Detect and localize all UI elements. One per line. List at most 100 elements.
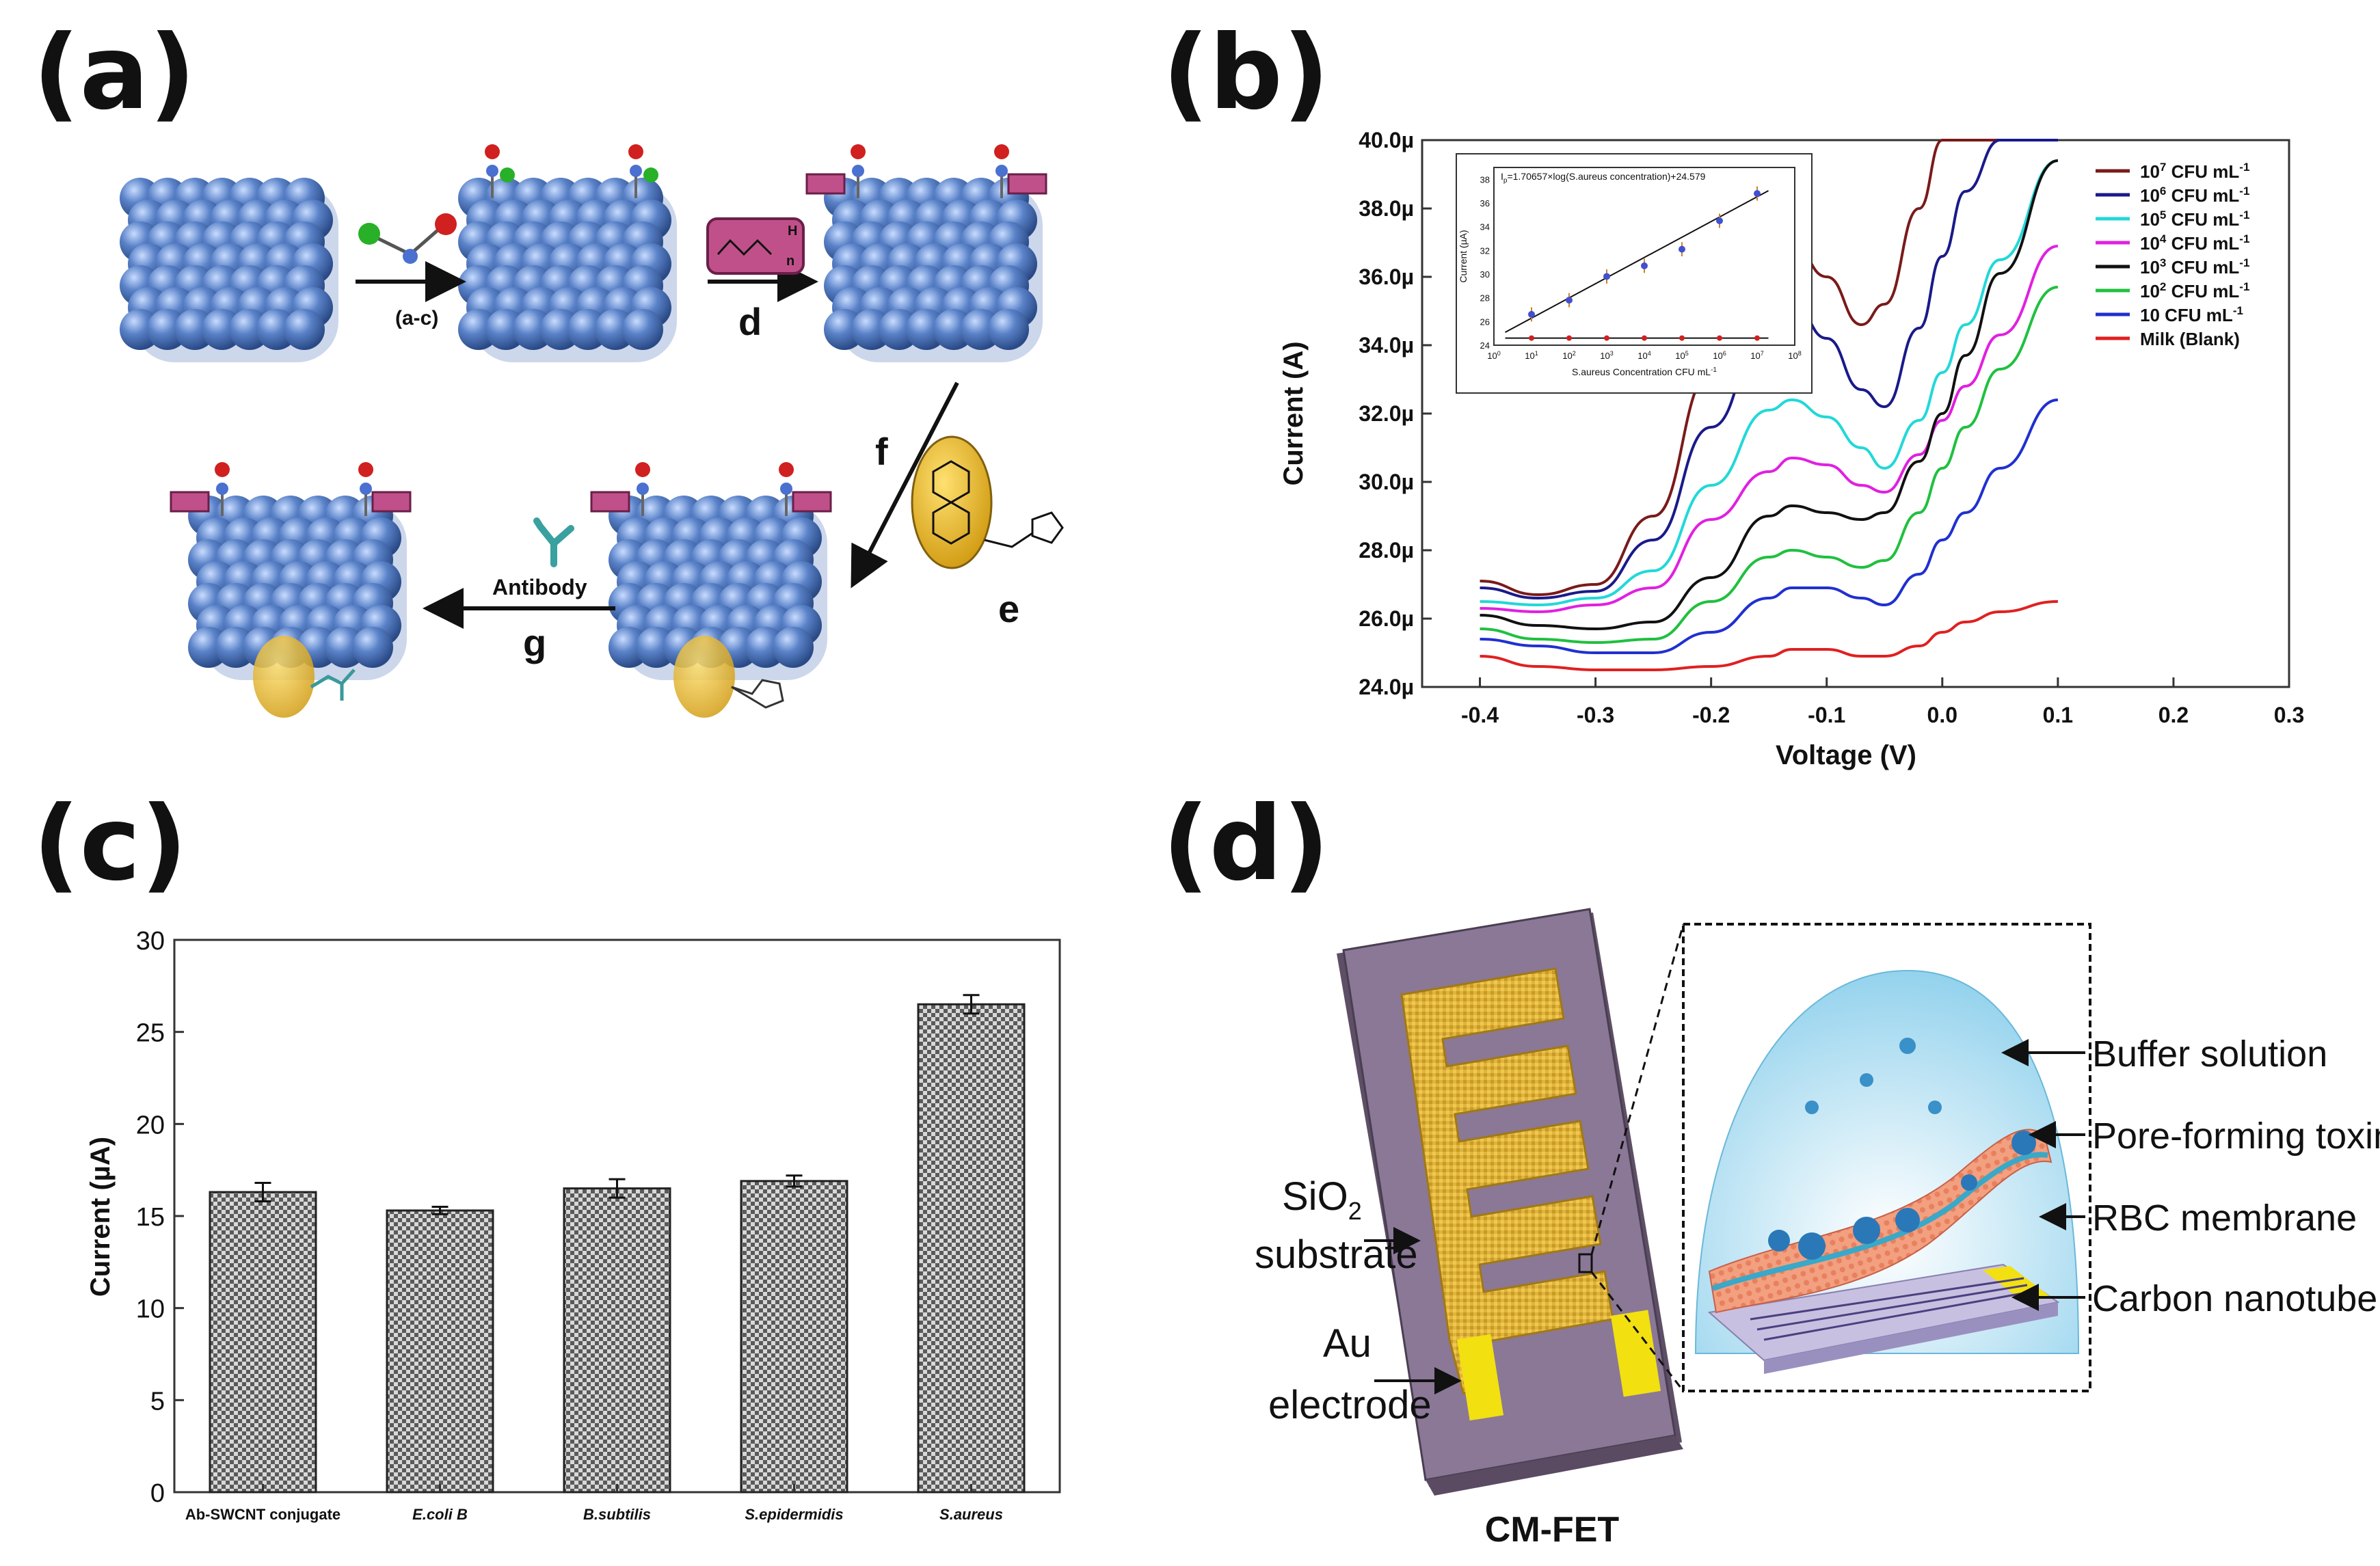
inset-blank-point xyxy=(1529,335,1534,341)
peg-subscript: n xyxy=(786,254,794,269)
chart-b-ytick-label: 32.0µ xyxy=(1359,401,1414,426)
chart-b-legend-label: Milk (Blank) xyxy=(2140,329,2240,349)
chart-b-legend-label: 102 CFU mL-1 xyxy=(2140,280,2249,301)
label-rbc-membrane: RBC membrane xyxy=(2092,1198,2357,1239)
inset-blank-point xyxy=(1642,335,1647,341)
step-g-label: g xyxy=(523,621,546,664)
chart-c-bar-3 xyxy=(740,1180,848,1494)
inset-xtick-label: 106 xyxy=(1713,350,1726,361)
chart-b-xtick-label: 0.1 xyxy=(2043,703,2073,727)
chart-b-xtick-label: -0.3 xyxy=(1577,703,1614,727)
chart-b-legend-label: 105 CFU mL-1 xyxy=(2140,208,2249,230)
chart-c-ytick-label: 25 xyxy=(136,1019,165,1048)
inset-blank-point xyxy=(1679,335,1685,341)
carboxyl-group-icon xyxy=(485,144,515,198)
step-f-label: f xyxy=(875,430,888,473)
chart-b-series-line-7 xyxy=(1480,600,2058,672)
succinimide-icon xyxy=(1031,511,1064,544)
inset-point xyxy=(1603,273,1610,280)
chart-c: 0 5 10 15 20 25 30 Ab-SWCNT conjugate E.coli B B… xyxy=(85,927,1061,1523)
chart-b: -0.4 -0.3 -0.2 -0.1 0.0 0.1 0.2 0.3 24.0µ 26.0µ 28… xyxy=(1279,128,2304,770)
label-pore-forming-toxin: Pore-forming toxin xyxy=(2092,1116,2380,1157)
panel-a-arrows: (a-c) d f e g Antibody n H xyxy=(356,213,1064,664)
chart-c-category-label: B.subtilis xyxy=(583,1506,651,1523)
carboxyl-group-icon xyxy=(779,462,794,516)
label-electrode: electrode xyxy=(1268,1383,1432,1427)
panel-d-diagram: Buffer solution Pore-forming toxin RBC m… xyxy=(1255,908,2380,1550)
antibody-reagent-icon xyxy=(533,517,574,567)
chart-c-bar-1 xyxy=(386,1209,494,1494)
inset-point xyxy=(1679,245,1685,253)
zoom-line-top xyxy=(1590,923,1685,1255)
label-buffer-solution: Buffer solution xyxy=(2092,1034,2327,1075)
inset-ytick-label: 34 xyxy=(1480,222,1490,232)
chart-b-series-line-3 xyxy=(1480,245,2059,614)
chart-b-legend-label: 106 CFU mL-1 xyxy=(2140,185,2249,206)
peg-block-icon xyxy=(371,491,412,513)
peg-reagent-box xyxy=(706,217,805,275)
inset-blank-point xyxy=(1604,335,1609,341)
chart-b-legend-label: 107 CFU mL-1 xyxy=(2140,161,2249,182)
peg-block-icon xyxy=(792,491,832,513)
chart-c-ytick-label: 10 xyxy=(136,1295,165,1324)
chart-c-category-label: S.aureus xyxy=(939,1506,1003,1523)
nhs-ester-icon xyxy=(731,679,784,709)
inset-xtick-label: 101 xyxy=(1525,350,1538,361)
inset-xtick-label: 107 xyxy=(1750,350,1763,361)
peg-chain-icon xyxy=(717,239,773,256)
inset-xtick-label: 105 xyxy=(1675,350,1688,361)
chart-b-ytick-label: 38.0µ xyxy=(1359,196,1414,221)
carbon-nanotube-lines xyxy=(1750,1277,2031,1341)
chart-b-ytick-label: 34.0µ xyxy=(1359,333,1414,357)
inset-point xyxy=(1716,217,1723,224)
cnt-bundle-1 xyxy=(120,178,338,362)
panel-label-b: (b) xyxy=(1162,14,1330,133)
chart-b-ylabel: Current (A) xyxy=(1279,341,1309,485)
inset-point xyxy=(1566,297,1573,304)
chart-c-category-label: Ab-SWCNT conjugate xyxy=(185,1506,340,1523)
inset-blank-point xyxy=(1754,335,1760,341)
cnt-atom xyxy=(622,309,663,350)
chart-b-legend-label: 104 CFU mL-1 xyxy=(2140,232,2249,254)
chip-edge xyxy=(1426,1435,1683,1496)
chart-b-xtick-label: -0.4 xyxy=(1461,703,1499,727)
chart-b-ytick-label: 36.0µ xyxy=(1359,265,1414,289)
inset-xtick-label: 108 xyxy=(1788,350,1801,361)
carboxyl-group-icon xyxy=(994,144,1009,198)
inset-ytick-label: 26 xyxy=(1480,316,1490,327)
au-electrode-right xyxy=(1610,1310,1661,1397)
inset-xtick-label: 103 xyxy=(1600,350,1613,361)
inset-ytick-label: 32 xyxy=(1480,245,1490,256)
peg-h: H xyxy=(788,224,797,239)
inset-xlabel: S.aureus Concentration CFU mL-1 xyxy=(1572,366,1717,377)
inset-xtick-label: 102 xyxy=(1562,350,1575,361)
zoom-line-bottom xyxy=(1590,1271,1685,1392)
cnt-atom xyxy=(352,627,393,668)
chart-b-ytick-label: 28.0µ xyxy=(1359,538,1414,563)
inset-point xyxy=(1754,190,1761,198)
inset-ytick-label: 30 xyxy=(1480,269,1490,280)
pyrene-rings-icon xyxy=(932,460,970,545)
chart-c-category-label: E.coli B xyxy=(412,1506,468,1523)
label-sio2: SiO2 xyxy=(1282,1174,1362,1225)
label-au: Au xyxy=(1323,1321,1372,1366)
rbc-membrane-core xyxy=(1711,1152,2048,1291)
zoom-substrate-edge xyxy=(1764,1302,2058,1374)
peg-block-icon xyxy=(590,491,630,513)
chart-c-ytick-label: 5 xyxy=(150,1387,165,1416)
chart-b-series-line-2 xyxy=(1480,159,2059,607)
panel-label-a: (a) xyxy=(33,14,196,133)
pore-forming-toxins xyxy=(1768,1038,2036,1260)
inset-fit-line xyxy=(1505,190,1769,333)
inset-plot-frame xyxy=(1493,167,1795,346)
label-carbon-nanotube: Carbon nanotube xyxy=(2092,1278,2377,1319)
au-electrode-left xyxy=(1456,1334,1504,1421)
inset-point xyxy=(1641,262,1648,269)
label-substrate: substrate xyxy=(1255,1232,1418,1277)
cnt-atom xyxy=(284,309,325,350)
cnt-atom xyxy=(773,627,814,668)
peg-block-icon xyxy=(170,491,210,513)
chart-b-ytick-label: 40.0µ xyxy=(1359,128,1414,152)
chart-c-ylabel: Current (µA) xyxy=(85,1137,116,1297)
